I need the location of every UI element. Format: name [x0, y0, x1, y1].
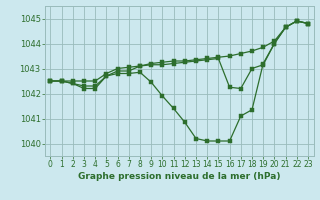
X-axis label: Graphe pression niveau de la mer (hPa): Graphe pression niveau de la mer (hPa): [78, 172, 280, 181]
